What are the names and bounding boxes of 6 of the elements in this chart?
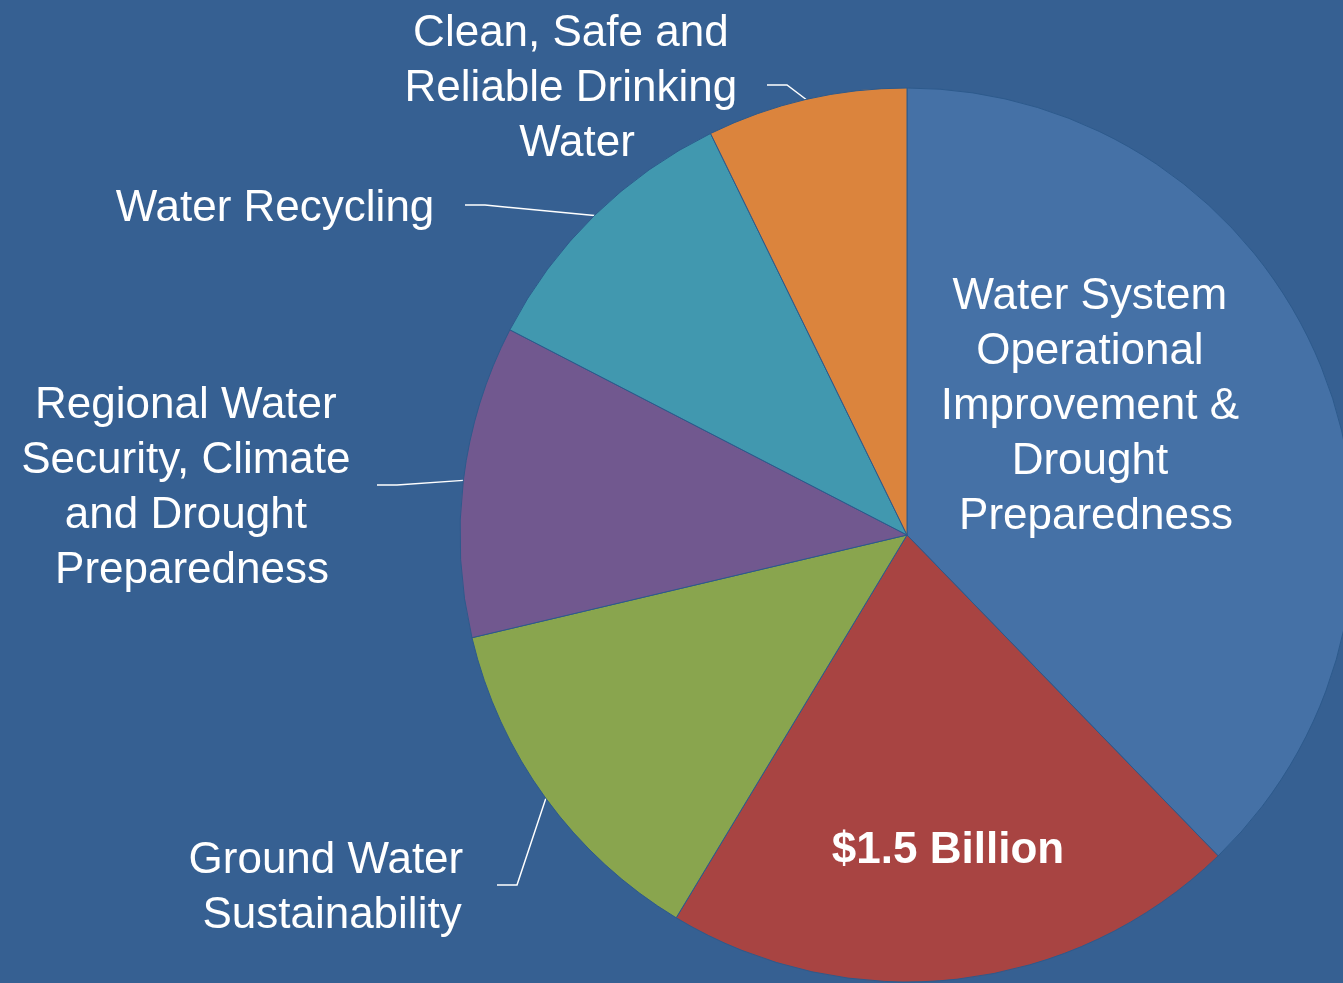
- slice-label: Water Recycling: [115, 180, 435, 230]
- slice-label: Regional Water Security, Climate and Drought Preparedness: [21, 378, 363, 592]
- data-label: $1.5 Billion: [831, 822, 1065, 872]
- slice-label: Ground Water Sustainability: [188, 833, 476, 937]
- slice-label: Clean, Safe and Reliable Drinking Water: [404, 5, 750, 165]
- slice-label: Water System Operational Improvement & Drought Preparedness: [940, 268, 1252, 538]
